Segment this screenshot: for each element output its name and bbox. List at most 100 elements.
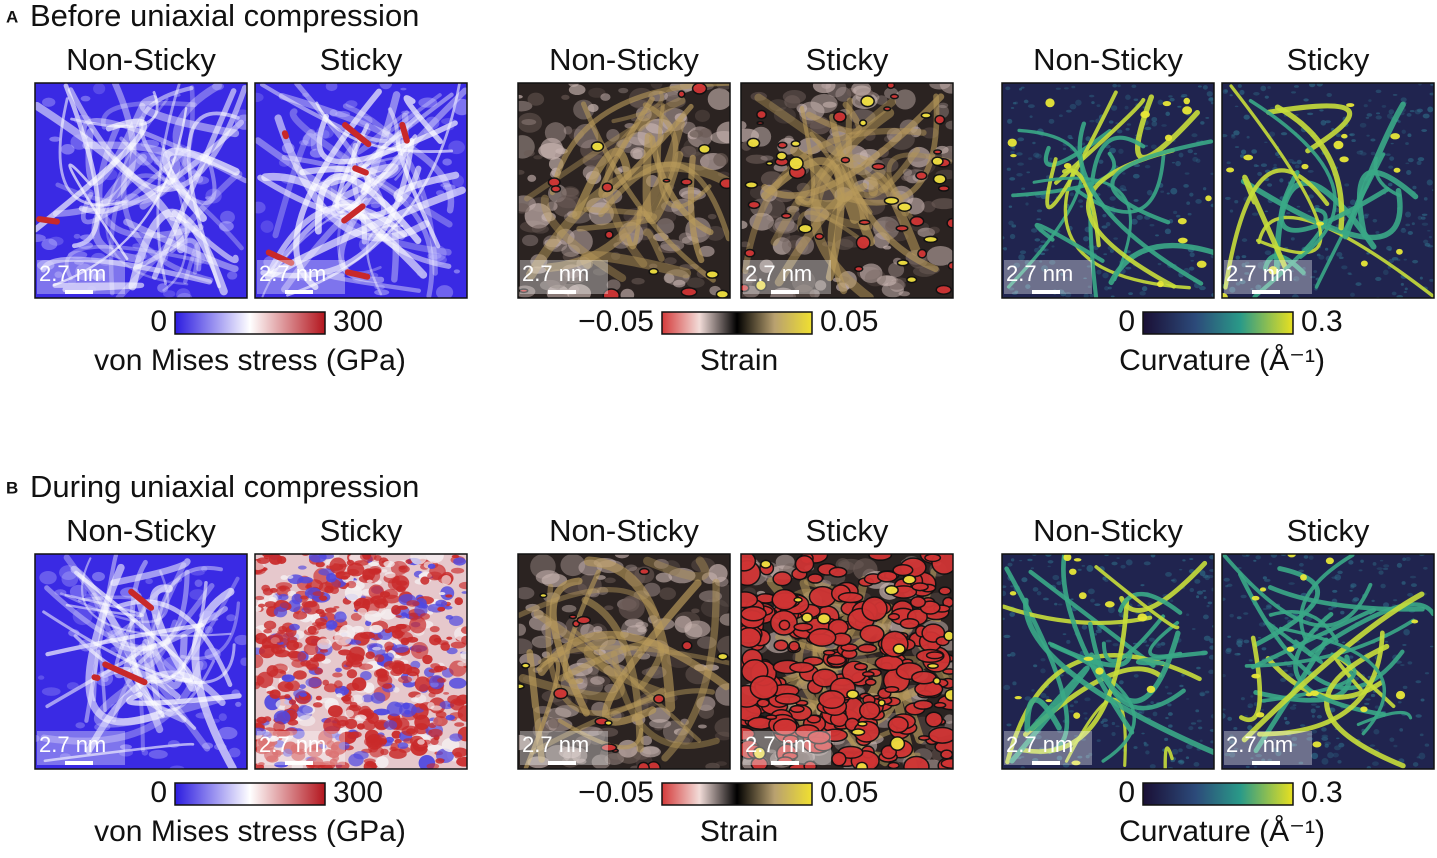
texture-blob	[335, 110, 351, 118]
texture-blob	[756, 121, 764, 126]
texture-blob	[1429, 278, 1434, 282]
texture-blob	[1060, 291, 1067, 297]
texture-blob	[175, 674, 183, 680]
texture-blob	[1241, 255, 1247, 259]
texture-blob	[302, 92, 310, 97]
texture-stroke	[1278, 626, 1386, 736]
texture-blob	[518, 100, 533, 112]
texture-blob	[1181, 673, 1185, 677]
texture-blob	[428, 668, 440, 673]
texture-blob	[73, 114, 92, 125]
texture-blob	[1314, 205, 1320, 209]
texture-blob	[1169, 97, 1175, 102]
texture-blob	[1341, 265, 1348, 270]
texture-blob	[1403, 628, 1410, 636]
texture-blob	[1101, 718, 1108, 723]
texture-blob	[1136, 214, 1143, 220]
texture-blob	[864, 678, 877, 686]
texture-blob	[663, 273, 675, 284]
texture-blob	[319, 611, 326, 618]
texture-blob	[575, 736, 592, 748]
texture-stroke	[1045, 90, 1118, 210]
colorbar-min-label: 0	[150, 776, 167, 809]
texture-blob	[604, 577, 616, 584]
texture-blob	[1045, 696, 1050, 700]
texture-blob	[1228, 739, 1235, 745]
texture-blob	[933, 701, 947, 709]
texture-blob	[67, 250, 88, 259]
texture-blob	[1102, 723, 1109, 728]
texture-blob	[405, 559, 413, 564]
texture-blob	[430, 737, 439, 745]
texture-blob	[227, 271, 238, 280]
texture-blob	[461, 635, 467, 645]
texture-blob	[794, 554, 815, 574]
texture-blob	[1338, 742, 1345, 748]
texture-blob	[169, 765, 185, 769]
texture-blob	[1255, 754, 1262, 758]
texture-blob	[426, 611, 434, 615]
texture-stroke	[1274, 104, 1345, 231]
texture-blob	[1157, 643, 1161, 646]
texture-blob	[1143, 561, 1151, 566]
texture-blob	[812, 83, 836, 94]
texture-blob	[1095, 629, 1102, 634]
texture-blob	[772, 237, 792, 255]
texture-blob	[1209, 97, 1214, 101]
texture-stroke	[162, 147, 240, 222]
texture-stroke	[102, 661, 148, 686]
texture-blob	[1235, 282, 1241, 286]
texture-blob	[886, 83, 896, 90]
texture-stroke	[1054, 97, 1146, 185]
texture-blob	[1010, 558, 1015, 562]
texture-blob	[1332, 589, 1338, 593]
texture-blob	[349, 701, 358, 708]
texture-blob	[1407, 157, 1414, 163]
texture-blob	[1060, 272, 1065, 276]
texture-blob	[277, 681, 294, 693]
texture-blob	[1069, 704, 1074, 708]
texture-blob	[1206, 91, 1213, 97]
texture-stroke	[191, 587, 237, 769]
texture-blob	[101, 675, 109, 683]
texture-blob	[1007, 138, 1017, 147]
texture-blob	[1298, 761, 1304, 765]
texture-blob	[375, 211, 384, 215]
texture-blob	[764, 198, 786, 219]
texture-blob	[531, 609, 544, 619]
texture-blob	[1339, 156, 1349, 163]
texture-blob	[1239, 154, 1245, 158]
texture-blob	[682, 274, 691, 280]
texture-blob	[1231, 135, 1236, 139]
texture-blob	[689, 130, 704, 138]
texture-blob	[1232, 267, 1238, 270]
texture-blob	[448, 140, 465, 155]
texture-blob	[391, 644, 409, 653]
texture-blob	[1096, 739, 1101, 743]
texture-blob	[338, 649, 352, 656]
texture-blob	[435, 190, 445, 196]
texture-blob	[561, 244, 581, 257]
texture-blob	[1386, 113, 1393, 119]
texture-blob	[1133, 199, 1139, 202]
texture-blob	[1009, 612, 1015, 617]
texture-blob	[410, 641, 429, 659]
texture-blob	[211, 718, 220, 723]
texture-blob	[404, 709, 411, 715]
colorbar-caption: Strain	[700, 815, 778, 848]
texture-blob	[775, 554, 795, 570]
texture-blob	[522, 234, 539, 247]
texture-blob	[937, 185, 950, 192]
scale-bar-label: 2.7 nm	[1226, 261, 1293, 286]
texture-blob	[1176, 214, 1181, 218]
panel-image	[255, 83, 467, 298]
texture-blob	[1305, 692, 1313, 697]
texture-blob	[1048, 118, 1055, 124]
texture-blob	[1083, 712, 1088, 715]
texture-blob	[1261, 647, 1267, 651]
texture-blob	[1084, 717, 1088, 720]
texture-blob	[1019, 560, 1023, 562]
texture-blob	[398, 565, 406, 570]
texture-blob	[1149, 764, 1156, 769]
